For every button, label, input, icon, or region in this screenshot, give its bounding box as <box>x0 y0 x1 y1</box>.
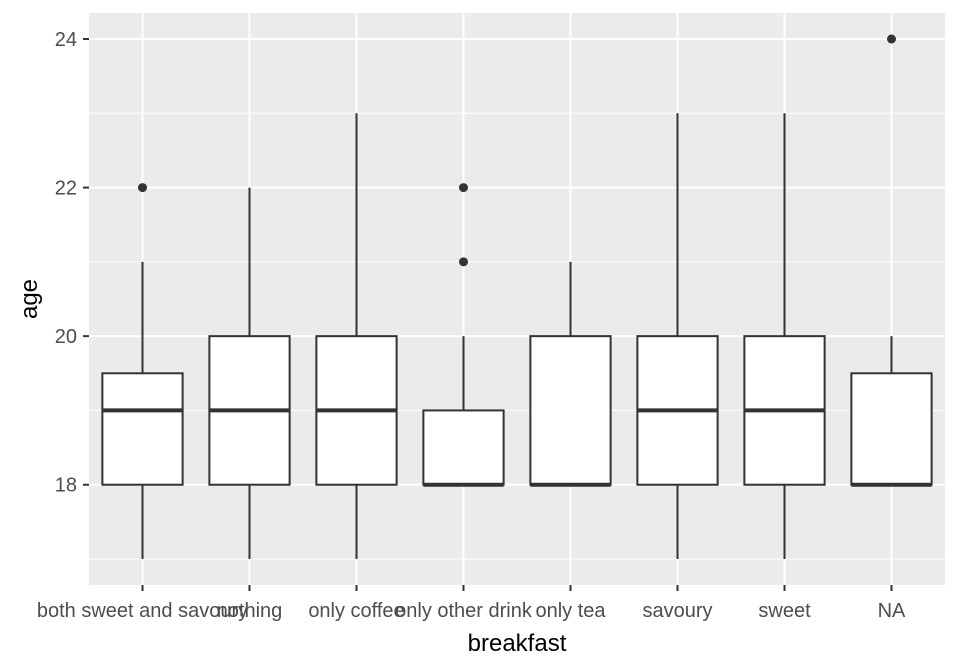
box-2 <box>315 113 398 559</box>
box-6 <box>743 113 826 559</box>
outlier-point <box>459 257 468 267</box>
y-tick-label: 18 <box>55 475 77 497</box>
iqr-box <box>422 409 505 486</box>
x-tick-label: only other drink <box>395 600 533 622</box>
iqr-box <box>529 335 612 486</box>
y-tick-label: 22 <box>55 178 77 200</box>
box-7 <box>850 34 933 487</box>
boxes-layer <box>101 34 933 559</box>
y-axis-title: age <box>16 279 43 319</box>
box-1 <box>208 187 291 559</box>
x-tick-label: only coffee <box>308 600 404 622</box>
x-tick-label: sweet <box>758 600 811 622</box>
y-tick-label: 20 <box>55 326 77 348</box>
x-tick-label: only tea <box>535 600 606 622</box>
iqr-box <box>850 372 933 486</box>
outlier-point <box>887 34 896 44</box>
x-tick-label: both sweet and savoury <box>37 600 248 622</box>
x-tick-label: NA <box>878 600 906 622</box>
box-5 <box>636 113 719 559</box>
y-tick-label: 24 <box>55 29 77 51</box>
plot-panel <box>89 13 945 585</box>
x-axis-title: breakfast <box>468 630 567 657</box>
iqr-box <box>101 372 184 486</box>
box-3 <box>422 183 505 487</box>
x-tick-label: nothing <box>217 600 283 622</box>
box-0 <box>101 183 184 559</box>
x-tick-label: savoury <box>642 600 712 622</box>
outlier-point <box>138 183 147 193</box>
box-4 <box>529 261 612 487</box>
y-axis: 18 20 22 24 <box>55 29 89 497</box>
outlier-point <box>459 183 468 193</box>
